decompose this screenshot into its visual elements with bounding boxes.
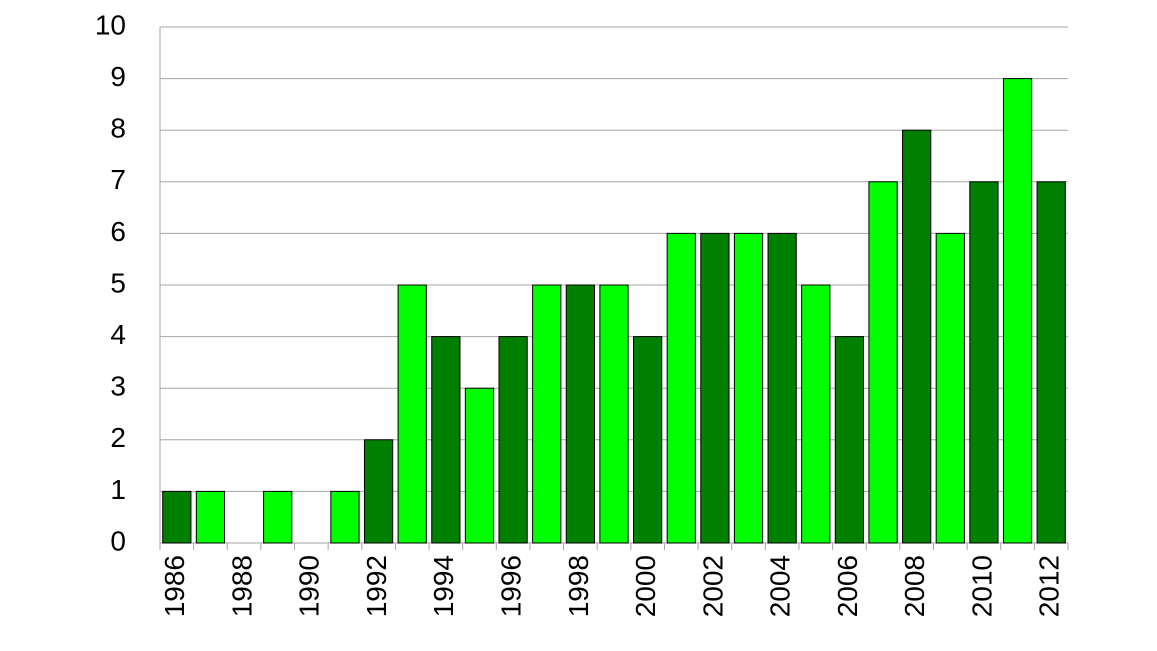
bar — [969, 181, 999, 544]
bar — [700, 232, 730, 544]
bar — [363, 439, 394, 544]
bar — [162, 490, 192, 544]
y-tick-label: 8 — [110, 113, 126, 144]
bar — [801, 284, 831, 544]
y-tick-label: 4 — [110, 319, 126, 350]
bar — [834, 336, 865, 544]
bar — [498, 336, 528, 544]
bar — [431, 336, 461, 544]
bar — [397, 284, 427, 544]
bar — [1002, 78, 1033, 544]
bar — [733, 232, 764, 544]
y-tick-label: 5 — [110, 267, 126, 298]
bar — [263, 490, 293, 544]
y-tick-label: 1 — [110, 474, 126, 505]
x-tick-label: 1986 — [159, 555, 190, 617]
bar — [767, 232, 797, 544]
bar — [565, 284, 595, 544]
x-tick-label: 1988 — [226, 555, 257, 617]
bar — [464, 387, 495, 544]
x-tick-label: 2000 — [630, 555, 661, 617]
x-tick-label: 2008 — [899, 555, 930, 617]
bar — [599, 284, 629, 544]
y-tick-label: 2 — [110, 422, 126, 453]
bar — [868, 181, 898, 544]
bar — [195, 490, 226, 544]
x-tick-label: 2010 — [966, 555, 997, 617]
x-tick-label: 1996 — [496, 555, 527, 617]
x-tick-label: 2006 — [832, 555, 863, 617]
y-tick-label: 9 — [110, 61, 126, 92]
bar — [633, 336, 663, 544]
x-tick-label: 2004 — [765, 555, 796, 617]
x-tick-label: 1994 — [428, 555, 459, 617]
x-tick-label: 1992 — [361, 555, 392, 617]
x-tick-label: 1998 — [563, 555, 594, 617]
bar — [935, 232, 965, 544]
x-tick-label: 1990 — [294, 555, 325, 617]
bar — [330, 490, 360, 544]
bar — [1036, 181, 1066, 544]
x-tick-label: 2012 — [1034, 555, 1065, 617]
bar — [666, 232, 696, 544]
bar — [532, 284, 562, 544]
y-tick-label: 0 — [110, 525, 126, 556]
x-tick-label: 2002 — [697, 555, 728, 617]
y-tick-label: 3 — [110, 371, 126, 402]
y-tick-label: 7 — [110, 164, 126, 195]
bar — [902, 129, 932, 544]
y-tick-label: 6 — [110, 216, 126, 247]
y-tick-label: 10 — [95, 9, 126, 40]
